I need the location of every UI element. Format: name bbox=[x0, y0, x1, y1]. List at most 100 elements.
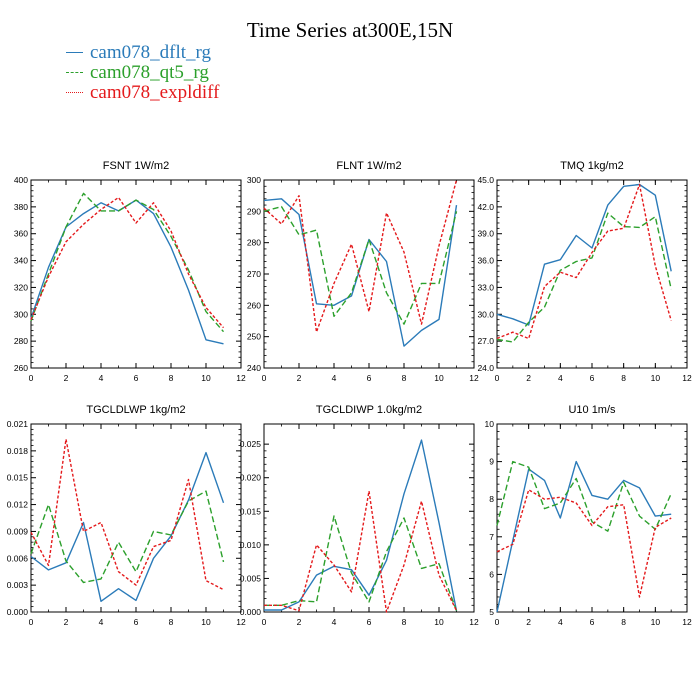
y-tick-label: 7 bbox=[489, 532, 494, 542]
x-tick-label: 8 bbox=[621, 373, 626, 383]
x-tick-label: 6 bbox=[367, 617, 372, 627]
series-line-qt5 bbox=[263, 205, 458, 325]
y-tick-label: 0.003 bbox=[7, 580, 29, 590]
y-tick-label: 0.018 bbox=[7, 446, 29, 456]
y-tick-label: 0.005 bbox=[240, 573, 262, 583]
y-tick-label: 260 bbox=[14, 363, 28, 373]
plot-frame bbox=[263, 179, 475, 369]
y-tick-label: 8 bbox=[489, 494, 494, 504]
chart-title: TGCLDIWP 1.0kg/m2 bbox=[316, 404, 422, 416]
chart-title: FLNT 1W/m2 bbox=[336, 160, 401, 172]
legend-label-expl: cam078_expldiff bbox=[90, 82, 220, 103]
x-tick-label: 0 bbox=[29, 617, 34, 627]
x-tick-label: 4 bbox=[332, 617, 337, 627]
series-line-expl bbox=[30, 438, 224, 591]
legend: cam078_dflt_rg cam078_qt5_rg cam078_expl… bbox=[66, 43, 219, 103]
y-tick-label: 380 bbox=[14, 202, 28, 212]
series-line-dflt bbox=[496, 183, 672, 326]
y-tick-label: 260 bbox=[247, 300, 261, 310]
x-tick-label: 12 bbox=[469, 617, 479, 627]
y-tick-label: 0.000 bbox=[240, 607, 262, 617]
y-tick-label: 39.0 bbox=[477, 229, 494, 239]
series-line-expl bbox=[30, 196, 225, 329]
x-tick-label: 12 bbox=[469, 373, 479, 383]
x-tick-label: 12 bbox=[682, 373, 692, 383]
x-tick-label: 4 bbox=[99, 617, 104, 627]
y-tick-label: 240 bbox=[247, 363, 261, 373]
y-tick-label: 320 bbox=[14, 282, 28, 292]
x-tick-label: 8 bbox=[169, 617, 174, 627]
x-tick-label: 10 bbox=[434, 617, 444, 627]
y-tick-label: 0.010 bbox=[240, 540, 262, 550]
x-tick-label: 4 bbox=[99, 373, 104, 383]
x-tick-label: 8 bbox=[402, 617, 407, 627]
series-line-dflt bbox=[496, 460, 672, 613]
x-tick-label: 2 bbox=[297, 617, 302, 627]
y-tick-label: 10 bbox=[485, 419, 495, 429]
legend-item-qt5: cam078_qt5_rg bbox=[66, 63, 219, 83]
x-tick-label: 10 bbox=[434, 373, 444, 383]
chart-title: TMQ 1kg/m2 bbox=[560, 160, 624, 172]
x-tick-label: 2 bbox=[64, 373, 69, 383]
series-line-dflt bbox=[264, 439, 458, 611]
chart-fsnt: FSNT 1W/m2 0 2 4 6 8 10 12 260 280 300 320 340 360 380… bbox=[14, 160, 246, 383]
y-tick-label: 300 bbox=[14, 309, 28, 319]
series-line-dflt bbox=[30, 199, 224, 345]
y-tick-label: 42.0 bbox=[477, 202, 494, 212]
legend-label-qt5: cam078_qt5_rg bbox=[90, 62, 209, 83]
x-tick-label: 0 bbox=[495, 373, 500, 383]
chart-tgcldiwp: TGCLDIWP 1.0kg/m2 0 2 4 6 8 10 12 0.000 0.005 0.01… bbox=[240, 404, 479, 627]
x-tick-label: 10 bbox=[201, 373, 211, 383]
x-tick-label: 4 bbox=[558, 617, 563, 627]
series-line-expl bbox=[264, 490, 458, 613]
x-tick-label: 8 bbox=[169, 373, 174, 383]
x-tick-label: 6 bbox=[367, 373, 372, 383]
page-title: Time Series at300E,15N bbox=[246, 18, 454, 42]
y-tick-label: 270 bbox=[247, 269, 261, 279]
series-line-qt5 bbox=[30, 490, 225, 584]
y-tick-label: 400 bbox=[14, 175, 28, 185]
y-tick-label: 0.000 bbox=[7, 607, 29, 617]
legend-item-dflt: cam078_dflt_rg bbox=[66, 43, 219, 63]
y-tick-label: 0.025 bbox=[240, 439, 262, 449]
x-tick-label: 12 bbox=[682, 617, 692, 627]
legend-swatch-expl bbox=[66, 92, 83, 94]
x-tick-label: 6 bbox=[134, 617, 139, 627]
x-tick-label: 8 bbox=[621, 617, 626, 627]
x-tick-label: 2 bbox=[526, 617, 531, 627]
plot-frame bbox=[30, 423, 242, 613]
y-tick-label: 0.015 bbox=[7, 473, 29, 483]
y-tick-label: 250 bbox=[247, 332, 261, 342]
y-tick-label: 24.0 bbox=[477, 363, 494, 373]
chart-title: U10 1m/s bbox=[568, 404, 616, 416]
y-tick-label: 280 bbox=[247, 238, 261, 248]
series-line-expl bbox=[263, 179, 458, 333]
x-tick-label: 2 bbox=[526, 373, 531, 383]
plot-frame bbox=[30, 179, 242, 369]
y-tick-label: 5 bbox=[489, 607, 494, 617]
chart-tmq: TMQ 1kg/m2 0 2 4 6 8 10 12 24.0 27.0 30.0 33.0 36.0 3… bbox=[477, 160, 692, 383]
x-tick-label: 0 bbox=[29, 373, 34, 383]
legend-item-expl: cam078_expldiff bbox=[66, 83, 219, 103]
x-tick-label: 6 bbox=[590, 373, 595, 383]
y-tick-label: 0.009 bbox=[7, 526, 29, 536]
y-tick-label: 27.0 bbox=[477, 336, 494, 346]
x-tick-label: 6 bbox=[590, 617, 595, 627]
plot-frame bbox=[263, 423, 475, 613]
y-tick-label: 280 bbox=[14, 336, 28, 346]
series-line-qt5 bbox=[496, 460, 672, 532]
y-tick-label: 0.006 bbox=[7, 553, 29, 563]
legend-label-dflt: cam078_dflt_rg bbox=[90, 42, 212, 63]
series-line-dflt bbox=[30, 451, 225, 602]
x-tick-label: 12 bbox=[236, 617, 246, 627]
y-tick-label: 33.0 bbox=[477, 282, 494, 292]
x-tick-label: 2 bbox=[297, 373, 302, 383]
series-line-qt5 bbox=[264, 515, 458, 611]
series-line-qt5 bbox=[496, 212, 672, 343]
x-tick-label: 10 bbox=[651, 617, 661, 627]
y-tick-label: 30.0 bbox=[477, 309, 494, 319]
series-line-dflt bbox=[263, 198, 458, 347]
x-tick-label: 4 bbox=[332, 373, 337, 383]
y-tick-label: 300 bbox=[247, 175, 261, 185]
chart-title: FSNT 1W/m2 bbox=[103, 160, 169, 172]
